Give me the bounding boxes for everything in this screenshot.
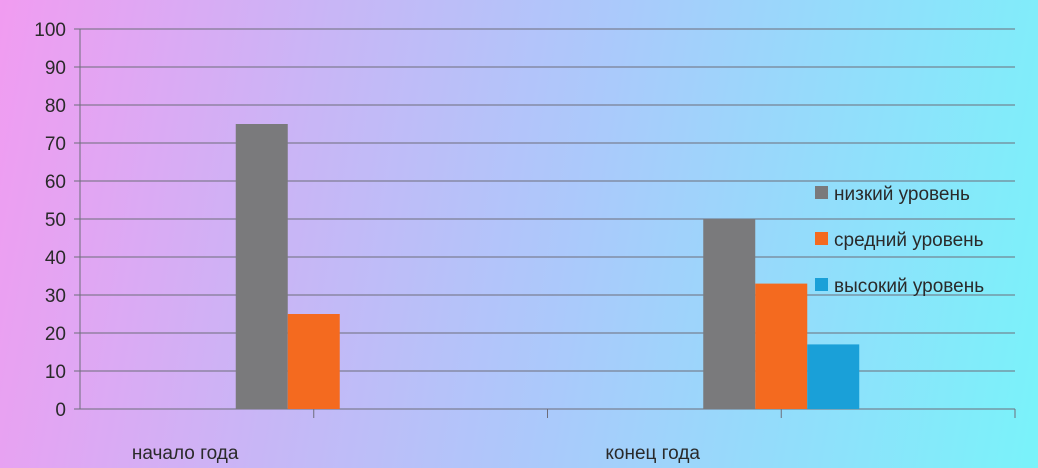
bar	[235, 124, 288, 409]
y-tick-label: 90	[45, 58, 66, 79]
y-tick-label: 50	[45, 210, 66, 231]
y-tick-label: 70	[45, 134, 66, 155]
y-tick-label: 0	[55, 400, 66, 421]
bar	[755, 283, 808, 409]
legend-swatch	[815, 278, 828, 291]
y-tick-label: 100	[34, 20, 66, 41]
legend-label: средний уровень	[834, 230, 984, 251]
legend-label: низкий уровень	[834, 184, 970, 205]
legend-swatch	[815, 232, 828, 245]
y-tick-label: 30	[45, 286, 66, 307]
y-tick-label: 80	[45, 96, 66, 117]
y-tick-label: 40	[45, 248, 66, 269]
category-label: конец года	[605, 443, 700, 464]
category-label: начало года	[132, 443, 239, 464]
y-tick-label: 60	[45, 172, 66, 193]
bar	[807, 344, 860, 409]
legend-swatch	[815, 186, 828, 199]
legend-label: высокий уровень	[834, 276, 984, 297]
bar	[703, 219, 756, 409]
bar	[287, 314, 340, 409]
y-tick-label: 20	[45, 324, 66, 345]
y-tick-label: 10	[45, 362, 66, 383]
